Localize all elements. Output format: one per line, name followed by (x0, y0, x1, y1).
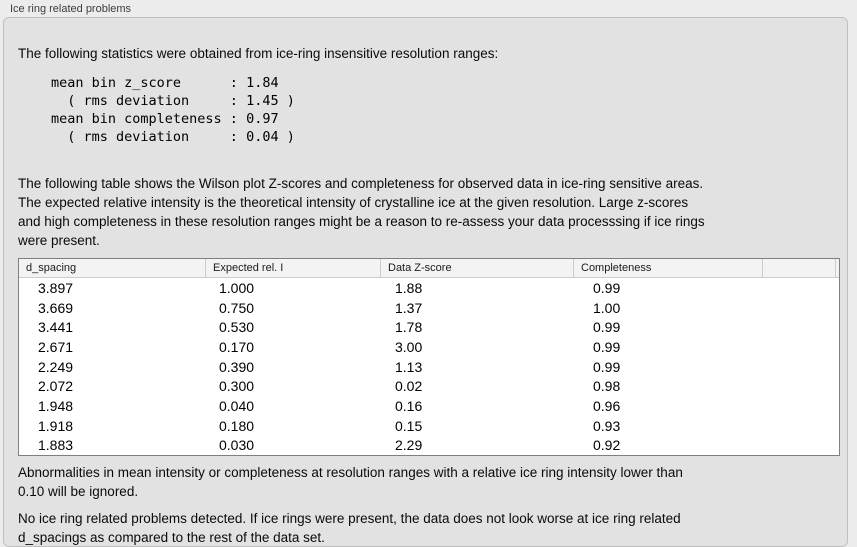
table-cell: 0.16 (395, 397, 423, 414)
table-description-text: The following table shows the Wilson plo… (18, 176, 705, 248)
section-title: Ice ring related problems (10, 3, 132, 15)
column-header-expected-rel-i[interactable]: Expected rel. I (205, 259, 380, 277)
table-cell: 0.390 (219, 358, 255, 375)
header-end-separator (835, 259, 836, 277)
stats-summary-block: mean bin z_score : 1.84 ( rms deviation … (51, 75, 295, 145)
table-cell: 2.29 (395, 437, 423, 454)
table-cell: 3.00 (395, 338, 423, 355)
table-cell: 0.99 (593, 338, 621, 355)
table-cell: 2.671 (38, 338, 74, 355)
table-cell: 0.15 (395, 417, 423, 434)
table-cell: 0.96 (593, 397, 621, 414)
table-cell: 0.300 (219, 378, 255, 395)
table-cell: 1.00 (593, 299, 621, 316)
table-row[interactable]: 3.897 1.000 1.88 0.99 (19, 278, 839, 298)
table-cell: 0.530 (219, 319, 255, 336)
column-header-d-spacing[interactable]: d_spacing (26, 262, 77, 274)
table-cell: 3.441 (38, 319, 74, 336)
column-header-data-z-score[interactable]: Data Z-score (380, 259, 573, 277)
ice-ring-panel: The following statistics were obtained f… (3, 17, 848, 547)
table-cell: 0.170 (219, 338, 255, 355)
table-row[interactable]: 1.918 0.180 0.15 0.93 (19, 416, 839, 436)
table-cell: 3.897 (38, 279, 74, 296)
table-cell: 0.030 (219, 437, 255, 454)
table-cell: 0.040 (219, 397, 255, 414)
table-row[interactable]: 3.441 0.530 1.78 0.99 (19, 317, 839, 337)
ice-ring-table: d_spacing Expected rel. I Data Z-score C… (18, 258, 840, 456)
table-header-row: d_spacing Expected rel. I Data Z-score C… (19, 259, 839, 278)
table-cell: 0.92 (593, 437, 621, 454)
table-row[interactable]: 3.669 0.750 1.37 1.00 (19, 298, 839, 318)
table-cell: 0.98 (593, 378, 621, 395)
table-cell: 1.13 (395, 358, 423, 375)
table-cell: 0.99 (593, 358, 621, 375)
table-row[interactable]: 2.249 0.390 1.13 0.99 (19, 357, 839, 377)
table-cell: 2.072 (38, 378, 74, 395)
stats-intro-text: The following statistics were obtained f… (18, 46, 499, 61)
table-cell: 1.37 (395, 299, 423, 316)
table-cell: 0.99 (593, 279, 621, 296)
table-cell: 1.000 (219, 279, 255, 296)
table-cell: 0.99 (593, 319, 621, 336)
table-cell: 0.180 (219, 417, 255, 434)
table-cell: 0.750 (219, 299, 255, 316)
column-header-completeness[interactable]: Completeness (573, 259, 762, 277)
table-cell: 0.93 (593, 417, 621, 434)
table-cell: 0.02 (395, 378, 423, 395)
ignore-note-text: Abnormalities in mean intensity or compl… (18, 465, 683, 499)
table-row[interactable]: 2.072 0.300 0.02 0.98 (19, 376, 839, 396)
table-cell: 1.88 (395, 279, 423, 296)
table-cell: 3.669 (38, 299, 74, 316)
column-header-spacer (762, 259, 839, 277)
table-cell: 1.78 (395, 319, 423, 336)
conclusion-text: No ice ring related problems detected. I… (18, 511, 681, 545)
table-body: 3.897 1.000 1.88 0.99 3.669 0.750 1.37 1.00 3.44… (19, 278, 839, 455)
table-row[interactable]: 1.948 0.040 0.16 0.96 (19, 396, 839, 416)
table-cell: 2.249 (38, 358, 74, 375)
table-row[interactable]: 1.883 0.030 2.29 0.92 (19, 435, 839, 455)
table-cell: 1.883 (38, 437, 74, 454)
table-row[interactable]: 2.671 0.170 3.00 0.99 (19, 337, 839, 357)
table-cell: 1.918 (38, 417, 74, 434)
table-cell: 1.948 (38, 397, 74, 414)
